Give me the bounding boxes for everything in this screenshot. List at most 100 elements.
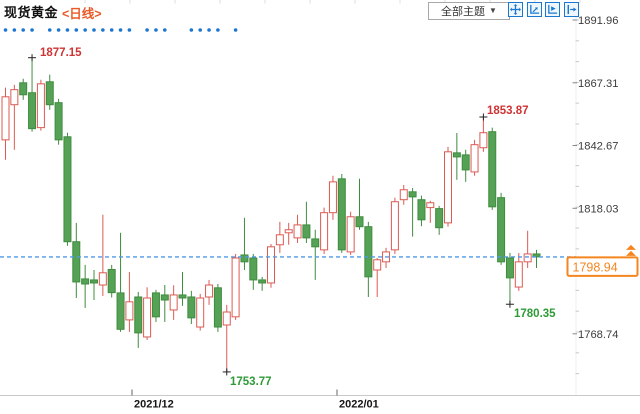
x-axis-label: 2021/12 — [134, 399, 174, 411]
candle-up — [373, 259, 382, 271]
event-dot — [30, 28, 34, 32]
candle-up — [390, 201, 399, 251]
event-dot — [47, 28, 52, 32]
candle-up — [328, 181, 337, 214]
candle-down — [435, 208, 444, 229]
candle-down — [311, 238, 320, 248]
candle-down — [160, 294, 169, 301]
event-dot — [92, 28, 96, 32]
y-axis-label: 1818.03 — [578, 203, 618, 215]
candle-down — [461, 154, 470, 171]
candle-up — [231, 257, 240, 318]
high-price-annotation: 1877.15 — [40, 47, 82, 59]
candle-down — [488, 131, 497, 208]
candle-up — [1, 96, 10, 141]
price-up-arrow-icon — [626, 250, 636, 256]
event-dot — [233, 28, 238, 32]
candle-up — [36, 83, 45, 129]
candle-up — [169, 294, 178, 311]
candle-down — [81, 278, 90, 285]
low-price-annotation: 1780.35 — [514, 308, 556, 320]
instrument-title: 现货黄金 — [4, 5, 59, 20]
axis-zoom-right-icon[interactable] — [545, 2, 560, 17]
candle-down — [116, 292, 125, 330]
candle-up — [284, 229, 293, 234]
candle-up — [293, 224, 302, 239]
current-price-box — [566, 256, 639, 277]
candle-up — [346, 216, 355, 253]
price-up-arrow-icon — [626, 244, 636, 250]
candle-down — [408, 191, 417, 198]
candle-down — [187, 296, 196, 319]
themes-dropdown[interactable]: 全部主题 ▼ — [428, 2, 510, 20]
event-dot — [154, 28, 158, 32]
event-dot — [56, 28, 61, 32]
candle-up — [479, 132, 488, 149]
candle-up — [320, 212, 329, 251]
candle-up — [98, 272, 107, 286]
candle-down — [417, 199, 426, 221]
candle-down — [355, 216, 364, 228]
candle-down — [337, 178, 346, 251]
candle-up — [426, 202, 435, 209]
candle-down — [532, 253, 541, 258]
candle-down — [63, 136, 72, 243]
candle-down — [452, 152, 461, 158]
candle-up — [444, 151, 452, 224]
event-dot — [109, 28, 114, 32]
event-dot — [189, 28, 194, 32]
candle-up — [514, 261, 523, 288]
event-dot — [145, 28, 149, 32]
y-axis-label: 1867.31 — [578, 78, 618, 90]
candle-down — [258, 279, 267, 284]
candle-down — [213, 287, 222, 328]
candle-up — [205, 284, 214, 298]
event-dot — [207, 28, 211, 32]
candle-up — [10, 89, 19, 106]
candle-down — [54, 102, 63, 141]
chevron-down-icon: ▼ — [489, 6, 497, 15]
candle-down — [72, 241, 81, 283]
candle-down — [178, 294, 187, 299]
event-dot — [65, 28, 70, 32]
candle-up — [275, 234, 284, 246]
candle-down — [45, 81, 54, 106]
high-price-annotation: 1853.87 — [487, 105, 529, 117]
event-dot — [12, 28, 17, 32]
event-dot — [127, 28, 132, 32]
candle-up — [523, 253, 532, 263]
event-dot — [216, 28, 220, 32]
candle-up — [222, 311, 231, 326]
event-dot — [21, 28, 26, 32]
move-icon[interactable] — [508, 2, 523, 17]
candle-down — [19, 82, 28, 96]
event-dot — [198, 28, 202, 32]
candle-down — [107, 268, 116, 294]
event-dot — [118, 28, 123, 32]
candle-down — [151, 292, 160, 318]
low-price-annotation: 1753.77 — [230, 376, 272, 388]
y-axis-label: 1842.67 — [578, 141, 618, 153]
pan-right-icon[interactable] — [563, 2, 579, 17]
current-price-value: 1798.94 — [573, 260, 618, 274]
themes-dropdown-label: 全部主题 — [441, 6, 486, 18]
candle-up — [470, 144, 479, 173]
candle-down — [249, 257, 258, 281]
candle-down — [90, 279, 98, 284]
axis-zoom-left-icon[interactable] — [526, 2, 542, 17]
event-dot — [101, 28, 105, 32]
candle-down — [28, 92, 37, 130]
event-dot — [74, 28, 79, 32]
candle-down — [364, 226, 373, 278]
candle-down — [505, 257, 514, 279]
candle-down — [134, 296, 143, 334]
candle-up — [196, 297, 205, 328]
candle-up — [399, 189, 408, 201]
candle-up — [125, 301, 134, 321]
y-axis-label: 1891.96 — [578, 15, 618, 27]
candle-up — [143, 297, 152, 338]
event-dot — [83, 28, 87, 32]
candle-up — [267, 246, 275, 284]
